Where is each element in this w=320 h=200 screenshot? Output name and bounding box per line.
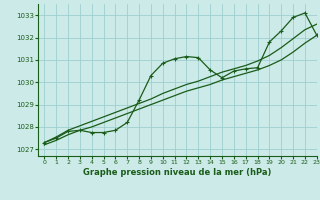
X-axis label: Graphe pression niveau de la mer (hPa): Graphe pression niveau de la mer (hPa) bbox=[84, 168, 272, 177]
